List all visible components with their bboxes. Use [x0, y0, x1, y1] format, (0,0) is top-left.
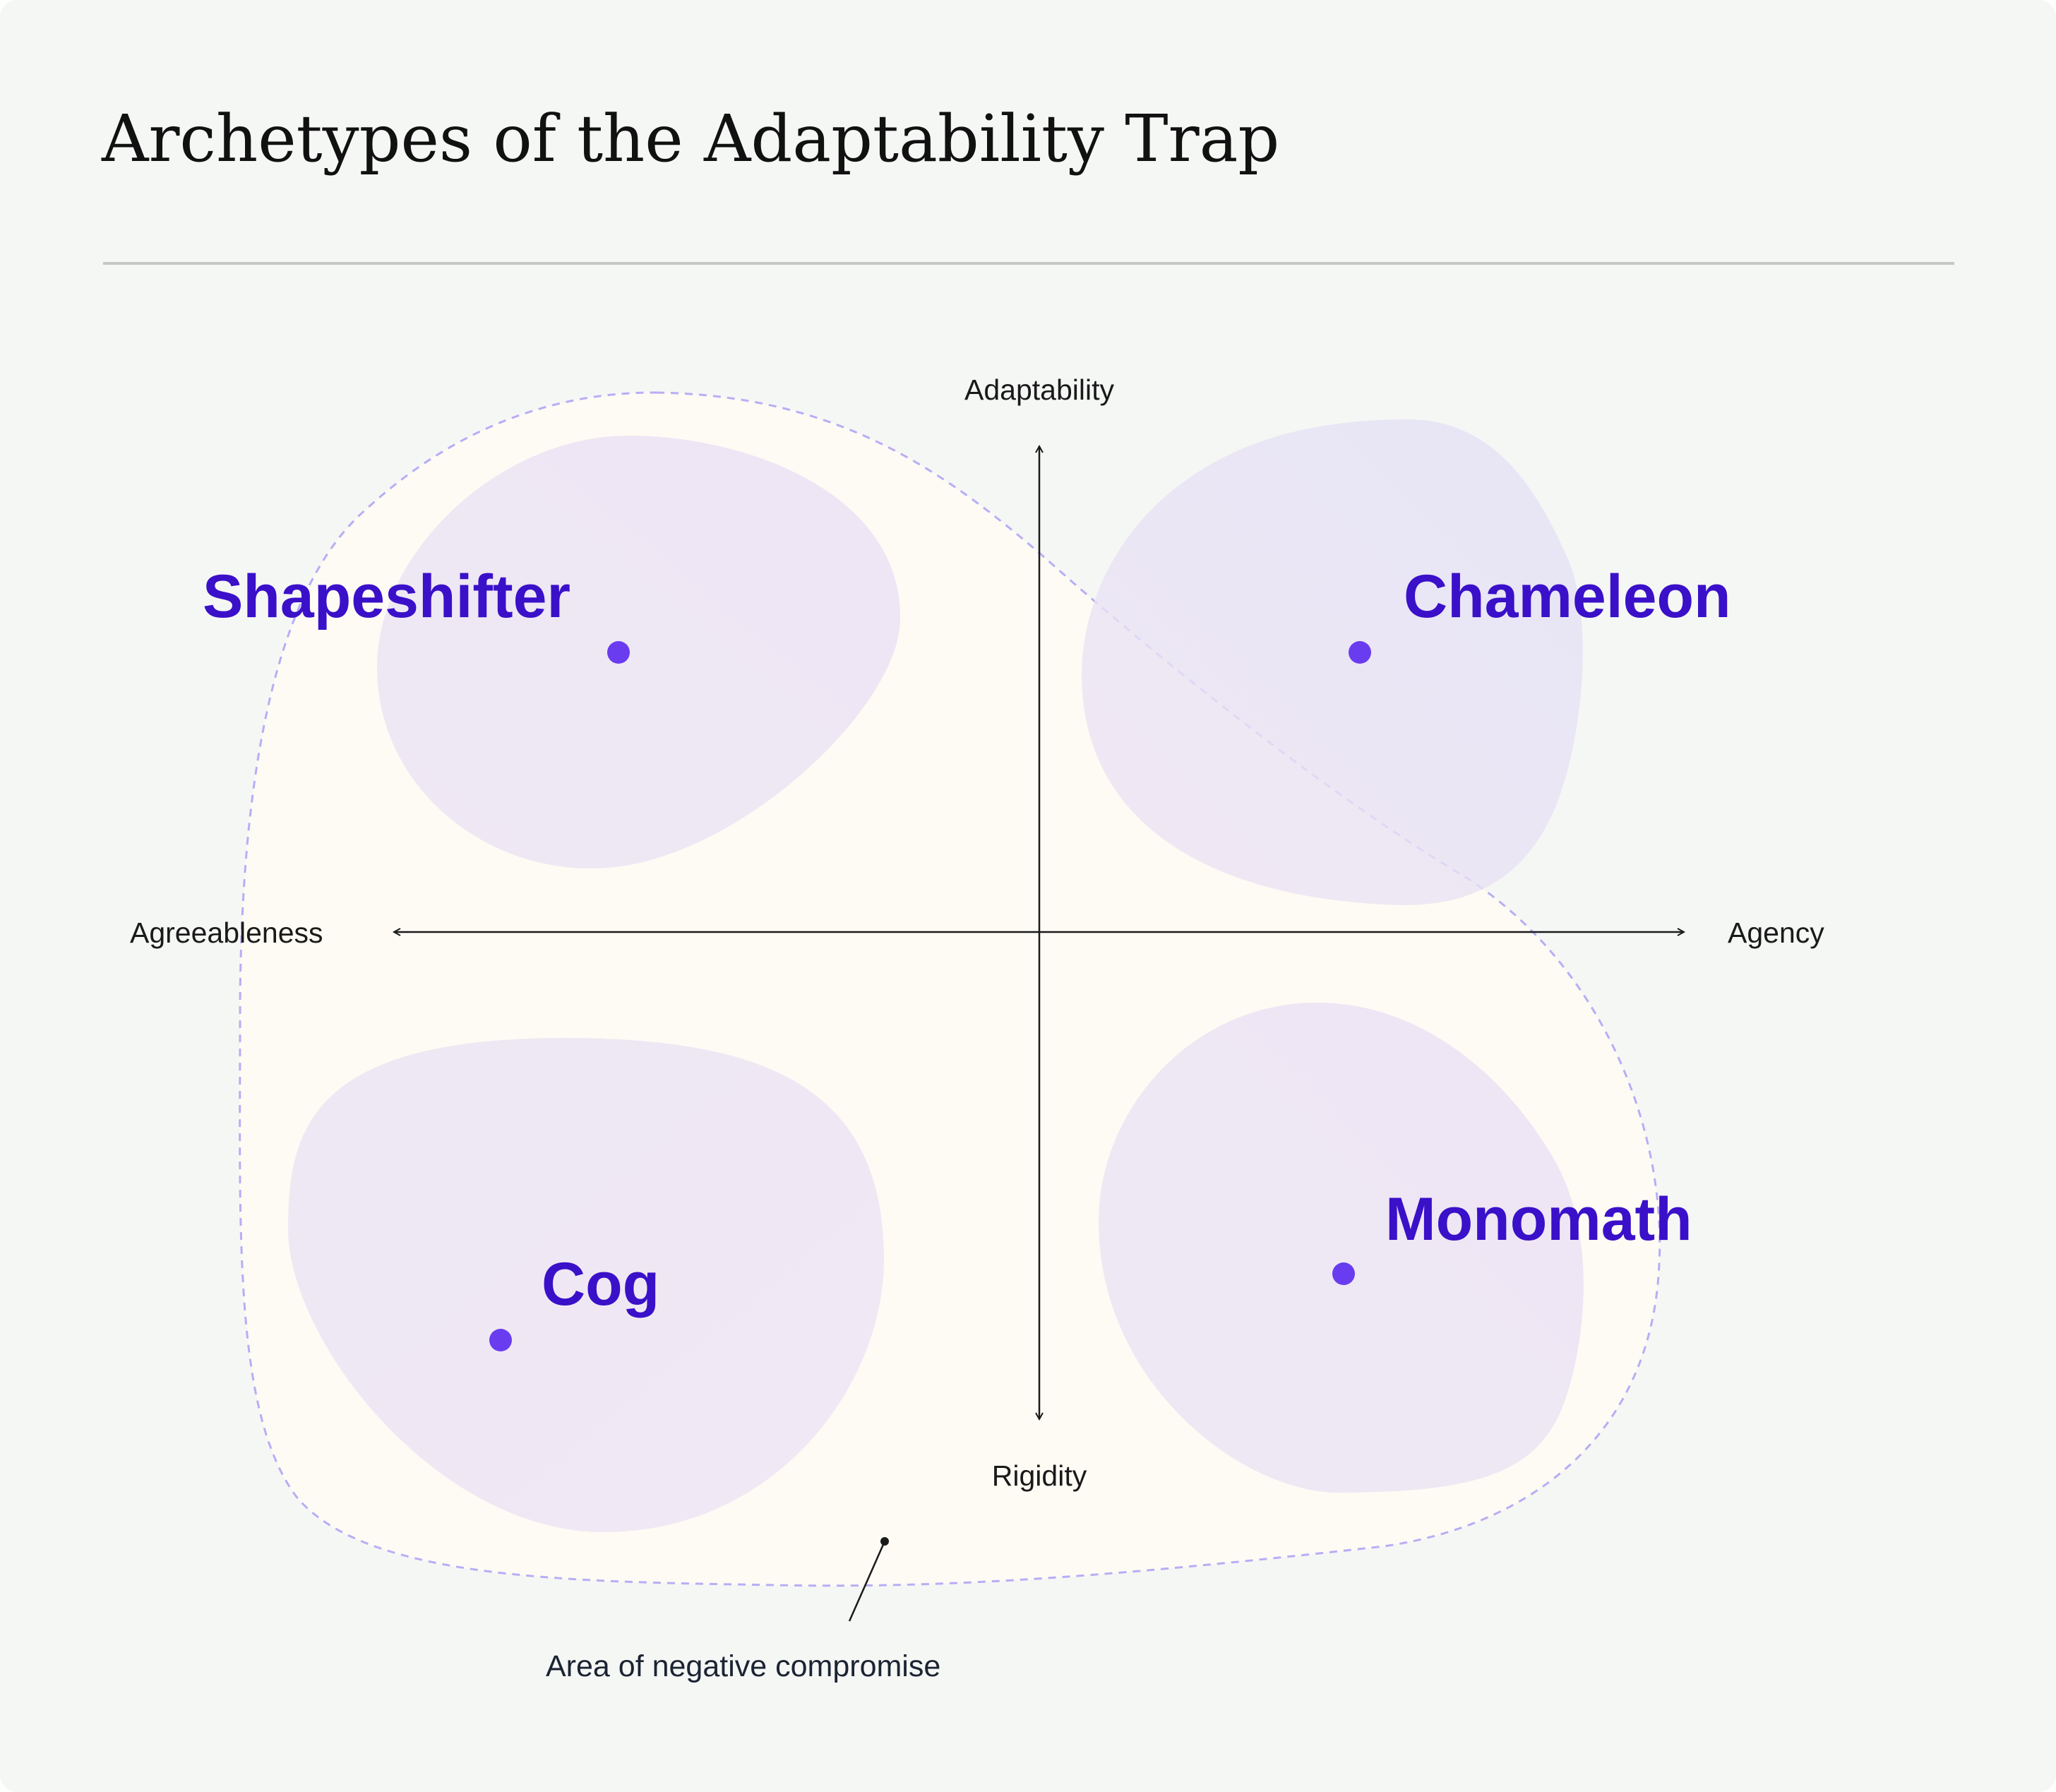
- monomath-label: Monomath: [1385, 1185, 1692, 1253]
- shapeshifter-point: [607, 641, 630, 664]
- page-title: Archetypes of the Adaptability Trap: [101, 101, 1279, 177]
- cog-point: [489, 1329, 512, 1351]
- chameleon-label: Chameleon: [1404, 563, 1731, 631]
- monomath-point: [1332, 1262, 1355, 1285]
- cog-label: Cog: [542, 1250, 659, 1318]
- axis-label-agency: Agency: [1728, 916, 1824, 949]
- annotation-label: Area of negative compromise: [546, 1649, 940, 1683]
- chameleon-region: [1082, 419, 1583, 906]
- shapeshifter-region: [377, 436, 901, 869]
- axis-label-adaptability: Adaptability: [964, 374, 1114, 406]
- chameleon-point: [1349, 641, 1371, 664]
- shapeshifter-label: Shapeshifter: [203, 563, 570, 631]
- monomath-region: [1099, 1003, 1584, 1493]
- axis-label-agreeableness: Agreeableness: [130, 916, 323, 949]
- annotation-leader-line: [848, 1541, 886, 1622]
- axis-label-rigidity: Rigidity: [992, 1459, 1087, 1492]
- cog-region: [288, 1038, 885, 1532]
